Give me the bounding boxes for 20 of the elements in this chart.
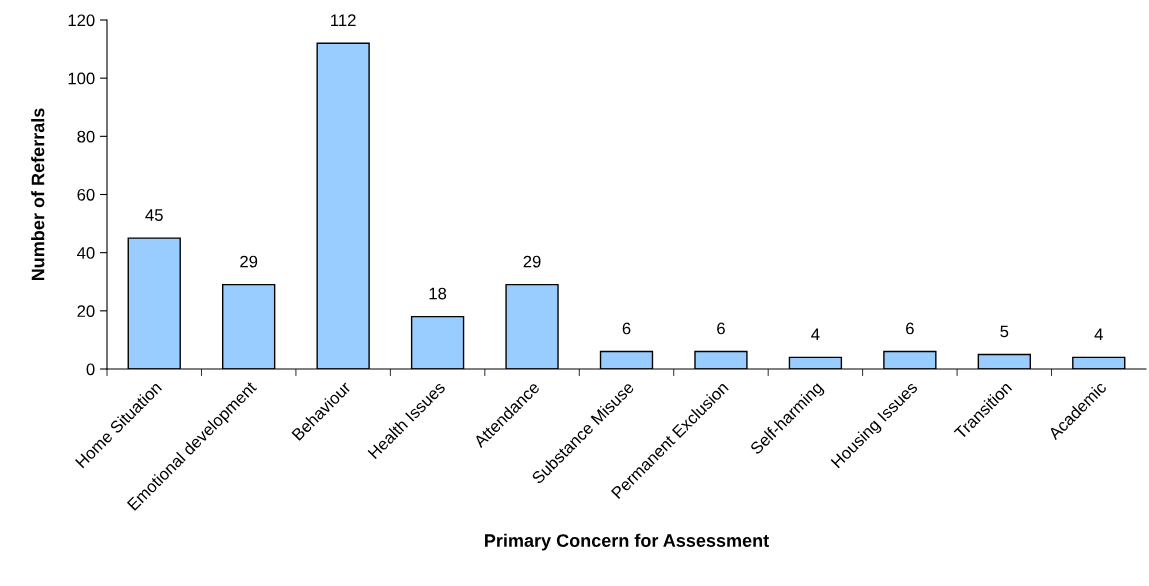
y-tick-label: 40 bbox=[77, 247, 95, 259]
y-tick-label: 0 bbox=[86, 363, 95, 376]
y-tick-label: 60 bbox=[77, 188, 95, 201]
data-label: 5 bbox=[1000, 325, 1009, 338]
data-label: 18 bbox=[429, 287, 447, 300]
y-tick-label: 80 bbox=[77, 130, 95, 143]
data-label: 4 bbox=[1094, 328, 1103, 341]
y-tick-label: 120 bbox=[68, 14, 95, 27]
x-axis-title: Primary Concern for Assessment bbox=[485, 533, 769, 551]
data-label: 29 bbox=[523, 255, 541, 268]
data-label: 6 bbox=[906, 322, 914, 335]
data-label: 112 bbox=[331, 14, 356, 26]
data-label: 29 bbox=[240, 255, 258, 268]
y-axis-title: Number of Referrals bbox=[31, 108, 45, 281]
data-label: 6 bbox=[717, 322, 725, 335]
data-label: 4 bbox=[811, 328, 820, 341]
y-tick-label: 20 bbox=[77, 305, 95, 318]
data-label: 45 bbox=[145, 209, 163, 221]
y-tick-label: 100 bbox=[68, 72, 95, 85]
data-label: 6 bbox=[622, 322, 631, 335]
